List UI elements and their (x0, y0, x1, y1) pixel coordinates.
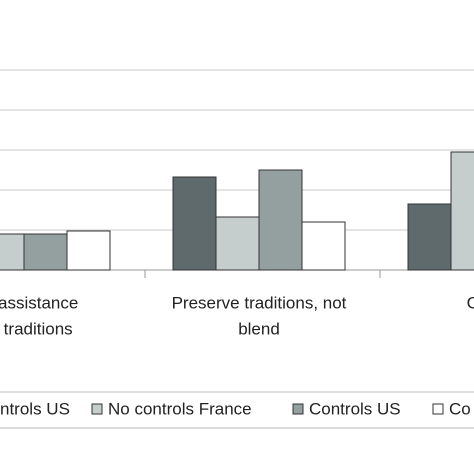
legend-swatch (292, 403, 304, 415)
legend-swatch (432, 403, 444, 415)
legend-swatch (91, 403, 103, 415)
legend-label: ntrols US (0, 399, 70, 418)
x-tick-label: Preserve traditions, not (172, 293, 347, 312)
bar (0, 233, 25, 271)
x-tick-label: ent assistance (0, 293, 78, 312)
bar (301, 221, 346, 271)
bar (23, 233, 68, 271)
bar (66, 230, 111, 271)
legend-label: Controls US (309, 399, 401, 418)
bar (450, 151, 474, 271)
bar (407, 203, 452, 271)
x-tick-label: blend (238, 319, 280, 338)
legend-label: No controls France (108, 399, 252, 418)
x-tick-label: rve traditions (0, 319, 73, 338)
bar (258, 169, 303, 271)
x-tick-label: Cannot (467, 293, 474, 312)
bar (172, 176, 217, 271)
bar (215, 216, 260, 271)
legend-label: Co (449, 399, 471, 418)
